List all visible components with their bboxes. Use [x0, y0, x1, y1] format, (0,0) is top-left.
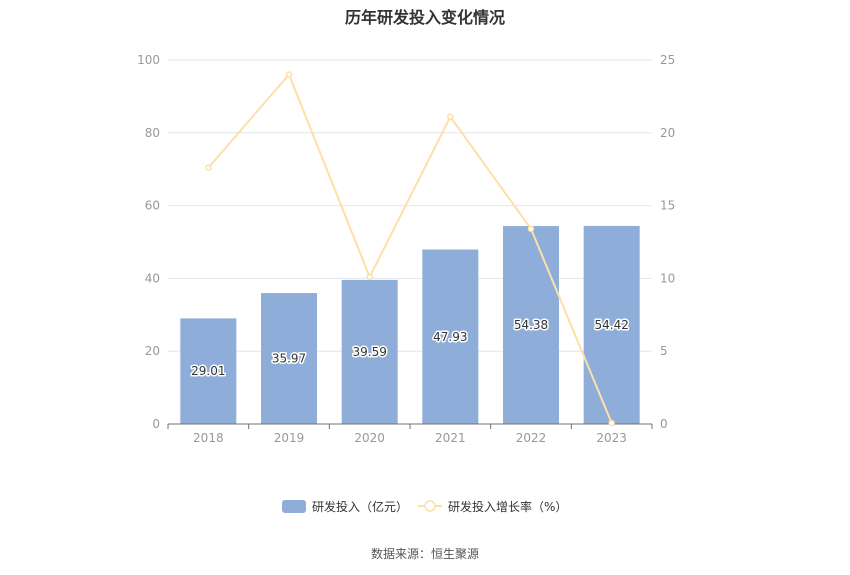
bar-value-label: 39.59 [352, 345, 386, 359]
bar [341, 279, 398, 424]
bar [583, 225, 640, 424]
line-series [205, 71, 615, 427]
x-tick-label: 2022 [516, 431, 547, 445]
bar [503, 226, 559, 424]
y2-tick-label: 25 [660, 53, 675, 67]
bar [180, 318, 237, 424]
y-tick-label: 40 [145, 271, 160, 285]
x-tick-label: 2021 [435, 431, 466, 445]
x-tick-label: 2018 [193, 431, 224, 445]
chart-title: 历年研发投入变化情况 [344, 8, 505, 27]
y2-tick-label: 0 [660, 417, 668, 431]
y-tick-label: 100 [137, 53, 160, 67]
y-tick-label: 20 [145, 344, 160, 358]
y2-tick-label: 5 [660, 344, 668, 358]
y-tick-label: 60 [145, 199, 160, 213]
bar [261, 293, 317, 424]
legend-bar-label: 研发投入（亿元） [312, 499, 408, 514]
y2-tick-label: 15 [660, 199, 675, 213]
y2-tick-label: 20 [660, 126, 675, 140]
bar [422, 249, 479, 424]
bar-series [180, 225, 640, 424]
bar-value-label: 54.38 [514, 318, 548, 332]
x-tick-label: 2019 [274, 431, 305, 445]
source-note: 数据来源：恒生聚源 [370, 547, 479, 561]
line-point [205, 164, 212, 171]
legend[interactable]: 研发投入（亿元） 研发投入增长率（%） [282, 499, 567, 514]
line-point [608, 419, 615, 427]
growth-line [207, 72, 613, 424]
line-point [285, 71, 293, 78]
legend-line-label: 研发投入增长率（%） [448, 499, 567, 514]
y-tick-label: 0 [152, 417, 160, 431]
y2-tick-label: 10 [660, 271, 675, 285]
x-tick-label: 2023 [596, 431, 627, 445]
bar-value-label: 54.42 [594, 318, 628, 332]
bar-value-label: 29.01 [191, 364, 225, 378]
bar-value-label: 35.97 [272, 352, 306, 366]
legend-line-marker [424, 500, 436, 512]
line-point [366, 273, 373, 281]
bar-value-label: 47.93 [433, 330, 467, 344]
line-point [527, 225, 535, 233]
legend-bar-swatch [282, 500, 306, 513]
axes: 0 20 40 60 80 100 0 5 10 15 20 25 2018 2019 2020 2021 20… [137, 53, 675, 445]
x-tick-label: 2020 [354, 431, 385, 445]
y-tick-label: 80 [145, 126, 160, 140]
grid-lines [168, 59, 652, 352]
data-labels: 29.01 35.97 39.59 47.93 54.38 54.42 [190, 316, 631, 379]
line-point [447, 113, 454, 121]
